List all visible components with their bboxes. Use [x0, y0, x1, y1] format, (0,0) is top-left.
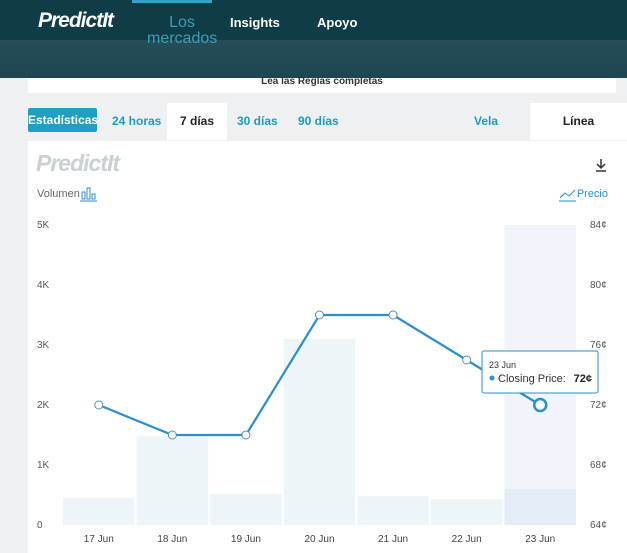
tooltip: 23 Jun Closing Price: 72¢ — [481, 350, 599, 394]
price-point — [532, 397, 548, 413]
tooltip-title: 23 Jun — [489, 360, 516, 370]
nav-link[interactable]: Insights — [230, 15, 280, 30]
y-tick-label: 2K — [37, 400, 50, 411]
volume-bar — [63, 498, 135, 525]
price-icon — [559, 189, 576, 202]
volume-bar — [357, 496, 429, 525]
nav-link[interactable]: Los mercados — [147, 14, 218, 47]
y2-tick-label: 64¢ — [590, 520, 607, 531]
x-tick-label: 22 Jun — [452, 534, 482, 545]
price-point — [167, 430, 177, 440]
tooltip-dot — [489, 375, 495, 381]
volume-bar — [210, 493, 282, 525]
style-tab[interactable]: Vela — [474, 114, 499, 128]
style-tab[interactable]: Línea — [530, 103, 627, 140]
chart: PredictIt Volumen Precio 0 1K 2K 3K 4K 5K 64¢ 6… — [28, 141, 627, 553]
price-point — [388, 310, 398, 320]
range-tab[interactable]: 90 días — [298, 114, 339, 128]
volume-bar — [283, 339, 356, 525]
nav-link[interactable]: Apoyo — [317, 15, 358, 30]
y-tick-label: 0 — [37, 520, 43, 531]
price-point — [241, 430, 251, 440]
y2-tick-label: 72¢ — [590, 400, 607, 411]
tooltip-value: 72¢ — [574, 373, 592, 385]
tooltip-label: Closing Price: — [498, 373, 566, 385]
volume-bar — [430, 499, 503, 525]
x-tick-label: 18 Jun — [157, 534, 187, 545]
price-point — [94, 400, 104, 410]
range-tab[interactable]: 7 días — [167, 103, 227, 140]
y-tick-label: 1K — [37, 460, 50, 471]
stats-tab[interactable]: Estadísticas — [28, 108, 98, 132]
y2-tick-label: 84¢ — [590, 220, 607, 231]
x-tick-label: 19 Jun — [231, 534, 261, 545]
y2-tick-label: 76¢ — [590, 340, 607, 351]
y2-tick-label: 80¢ — [590, 280, 607, 291]
volume-icon — [80, 187, 97, 202]
y-axis-label: Volumen — [37, 188, 80, 200]
price-point — [462, 355, 472, 365]
x-tick-label: 17 Jun — [84, 534, 114, 545]
logo[interactable]: PredictIt — [38, 9, 114, 32]
chart-watermark: PredictIt — [36, 150, 121, 176]
tooltip-box — [481, 350, 599, 394]
x-tick-label: 23 Jun — [525, 534, 555, 545]
x-tick-label: 20 Jun — [304, 534, 334, 545]
nav-active-indicator — [132, 0, 212, 3]
volume-bar — [504, 489, 576, 525]
y-tick-label: 4K — [37, 280, 50, 291]
top-nav — [0, 0, 627, 40]
rules-link[interactable]: Lea las Reglas completas — [28, 77, 616, 93]
price-point — [315, 310, 324, 320]
download-icon[interactable] — [596, 159, 606, 172]
y2-axis-label: Precio — [577, 188, 608, 200]
range-tab[interactable]: 24 horas — [112, 114, 162, 128]
x-tick-label: 21 Jun — [378, 534, 408, 545]
y2-tick-label: 68¢ — [590, 460, 607, 471]
y-tick-label: 3K — [37, 340, 50, 351]
header-band — [0, 40, 627, 78]
range-tab[interactable]: 30 días — [237, 114, 278, 128]
volume-bar — [136, 436, 209, 525]
y-tick-label: 5K — [37, 220, 50, 231]
